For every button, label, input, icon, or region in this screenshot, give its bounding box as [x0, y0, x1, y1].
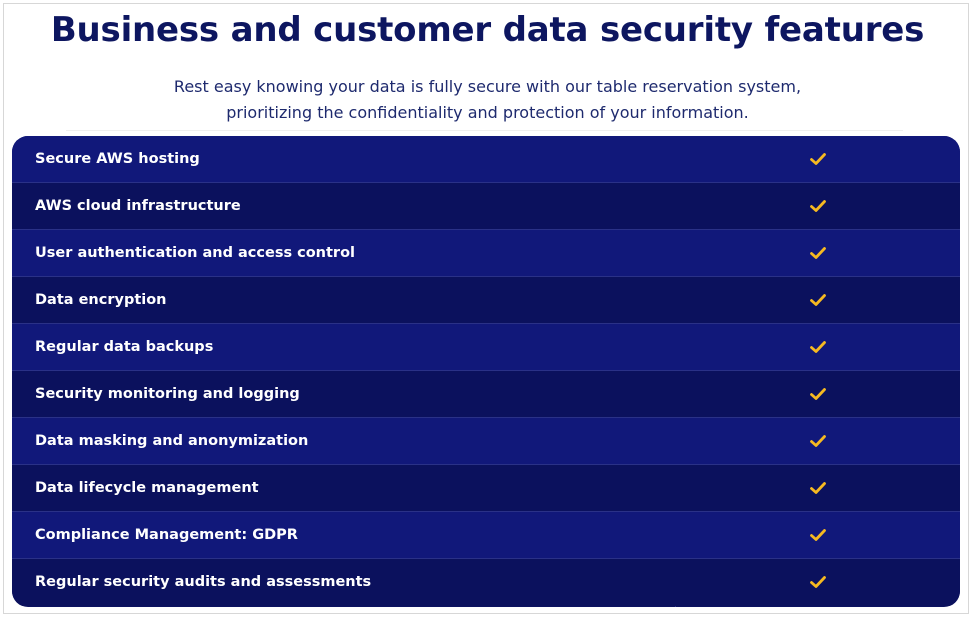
header-panel [66, 0, 903, 131]
checkmark-icon [810, 341, 826, 353]
feature-check-cell [676, 559, 960, 606]
feature-check-cell [676, 230, 960, 277]
table-row: Regular data backups [12, 324, 960, 371]
table-row: User authentication and access control [12, 230, 960, 277]
page-title: Business and customer data security feat… [50, 10, 925, 50]
page-subtitle: Rest easy knowing your data is fully sec… [0, 74, 975, 126]
feature-label: User authentication and access control [35, 245, 356, 261]
feature-label: Regular security audits and assessments [35, 574, 372, 590]
feature-check-cell [676, 512, 960, 559]
checkmark-icon [810, 576, 826, 588]
feature-check-cell [676, 183, 960, 230]
checkmark-icon [810, 294, 826, 306]
checkmark-icon [810, 247, 826, 259]
feature-check-cell [676, 136, 960, 183]
feature-check-cell [676, 465, 960, 512]
table-row: Security monitoring and logging [12, 371, 960, 418]
feature-label: Regular data backups [35, 339, 214, 355]
table-row: Data encryption [12, 277, 960, 324]
checkmark-icon [810, 388, 826, 400]
feature-label: AWS cloud infrastructure [35, 198, 241, 214]
feature-label: Compliance Management: GDPR [35, 527, 298, 543]
feature-label: Security monitoring and logging [35, 386, 300, 402]
subtitle-line-2: prioritizing the confidentiality and pro… [226, 103, 749, 122]
table-row: Compliance Management: GDPR [12, 512, 960, 559]
checkmark-icon [810, 153, 826, 165]
security-features-table: Secure AWS hosting AWS cloud infrastructu… [12, 136, 960, 607]
checkmark-icon [810, 200, 826, 212]
checkmark-icon [810, 529, 826, 541]
feature-check-cell [676, 324, 960, 371]
feature-label: Data masking and anonymization [35, 433, 309, 449]
table-row: Data lifecycle management [12, 465, 960, 512]
feature-label: Secure AWS hosting [35, 151, 200, 167]
checkmark-icon [810, 482, 826, 494]
table-row: Secure AWS hosting [12, 136, 960, 183]
checkmark-icon [810, 435, 826, 447]
table-row: Data masking and anonymization [12, 418, 960, 465]
feature-check-cell [676, 277, 960, 324]
feature-label: Data encryption [35, 292, 167, 308]
table-row: AWS cloud infrastructure [12, 183, 960, 230]
table-row: Regular security audits and assessments [12, 559, 960, 606]
feature-check-cell [676, 371, 960, 418]
subtitle-line-1: Rest easy knowing your data is fully sec… [173, 77, 802, 96]
feature-label: Data lifecycle management [35, 480, 259, 496]
feature-check-cell [676, 418, 960, 465]
